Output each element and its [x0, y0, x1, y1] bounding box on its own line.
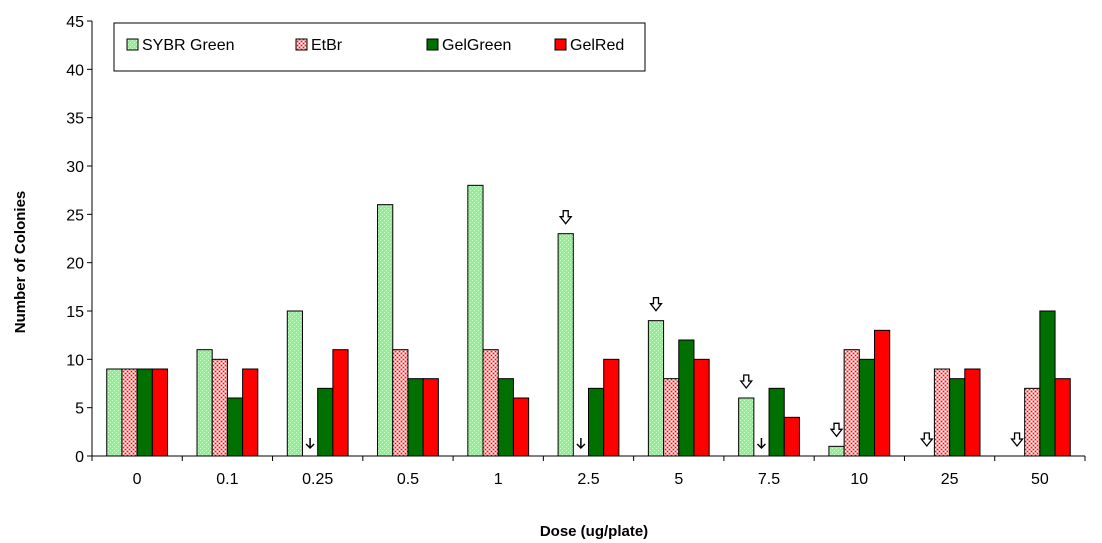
legend-item-sybr-green: SYBR Green — [126, 37, 234, 54]
bar-gelred-10 — [874, 329, 891, 457]
x-tick-label: 25 — [941, 471, 959, 488]
down-arrow-marker — [305, 438, 315, 450]
bar-gelgreen-0-25 — [317, 387, 334, 457]
hollow-down-arrow-marker — [1010, 432, 1024, 448]
legend: SYBR Green EtBr GelGreen GelRed — [113, 22, 646, 72]
bar-gelgreen-0 — [136, 368, 153, 457]
hollow-down-arrow-marker — [558, 210, 573, 225]
bar-etbr-50 — [1024, 387, 1041, 457]
bar-gelred-25 — [964, 368, 981, 457]
bar-gelred-0-5 — [422, 378, 439, 457]
bar-gelgreen-10 — [858, 358, 876, 457]
x-tick-label: 2.5 — [577, 471, 599, 488]
legend-label: GelGreen — [442, 37, 511, 54]
bar-gelgreen-7-5 — [768, 387, 785, 457]
bar-etbr-1 — [482, 349, 499, 457]
y-tick-label: 15 — [66, 304, 84, 321]
bar-sybr-green-7-5 — [738, 397, 755, 457]
bar-sybr-green-1 — [467, 184, 484, 457]
x-tick-label: 10 — [850, 471, 868, 488]
x-tick-label: 0.1 — [216, 471, 238, 488]
bar-etbr-0-5 — [392, 349, 409, 457]
hollow-down-arrow-marker — [649, 297, 663, 312]
bar-gelgreen-5 — [678, 339, 695, 457]
x-tick-label: 0.5 — [397, 471, 419, 488]
bar-sybr-green-2-5 — [557, 233, 574, 457]
bar-gelred-0 — [151, 368, 169, 457]
bar-etbr-25 — [933, 368, 951, 457]
bar-etbr-5 — [663, 378, 680, 457]
bar-sybr-green-0-5 — [377, 204, 394, 457]
bar-etbr-10 — [843, 349, 860, 457]
y-tick-label: 45 — [66, 14, 84, 31]
y-tick-label: 25 — [66, 207, 84, 224]
bar-etbr-0 — [121, 368, 138, 457]
bar-gelred-7-5 — [783, 416, 800, 457]
legend-item-gelgreen: GelGreen — [426, 37, 511, 54]
y-tick-label: 35 — [66, 111, 84, 128]
y-tick-label: 5 — [75, 401, 84, 418]
y-tick-label: 20 — [66, 256, 84, 273]
bar-gelgreen-1 — [497, 378, 514, 457]
legend-swatch — [426, 38, 439, 51]
bar-gelred-50 — [1054, 378, 1071, 457]
x-tick-label: 1 — [494, 471, 503, 488]
down-arrow-marker — [576, 438, 586, 450]
x-tick-label: 50 — [1031, 471, 1049, 488]
hollow-down-arrow-marker — [829, 422, 844, 438]
bar-gelred-5 — [693, 358, 710, 457]
x-tick-label: 7.5 — [758, 471, 780, 488]
legend-swatch — [554, 38, 567, 51]
bar-sybr-green-0 — [106, 368, 123, 457]
x-axis: 0 0.1 0.25 0.5 1 2.5 5 7.5 10 25 50 — [87, 455, 1086, 488]
bar-sybr-green-10 — [828, 445, 845, 457]
bar-gelred-0-25 — [332, 349, 349, 457]
hollow-down-arrow-marker — [739, 374, 754, 390]
bar-gelgreen-0-1 — [226, 397, 244, 457]
bar-gelred-1 — [512, 397, 530, 457]
legend-label: SYBR Green — [142, 37, 234, 54]
bar-gelgreen-50 — [1039, 310, 1056, 457]
hollow-down-arrow-marker — [919, 432, 934, 448]
legend-swatch — [126, 38, 139, 51]
y-axis: 0 5 10 15 20 25 30 35 40 45 — [66, 14, 93, 466]
y-axis-title: Number of Colonies — [12, 191, 29, 334]
bar-gelgreen-0-5 — [407, 378, 424, 457]
bar-gelgreen-2-5 — [588, 387, 605, 457]
bar-gelred-0-1 — [242, 368, 259, 457]
down-arrow-marker — [756, 438, 766, 450]
annotations-layer — [305, 210, 1024, 450]
legend-item-gelred: GelRed — [554, 37, 624, 54]
y-tick-label: 0 — [75, 449, 84, 466]
bar-etbr-0-1 — [211, 358, 228, 457]
x-tick-label: 0.25 — [302, 471, 333, 488]
bar-sybr-green-0-1 — [196, 349, 213, 457]
legend-label: GelRed — [570, 37, 624, 54]
x-axis-title: Dose (ug/plate) — [540, 523, 648, 540]
y-tick-label: 30 — [66, 159, 84, 176]
bar-gelgreen-25 — [949, 378, 966, 457]
x-tick-label: 5 — [674, 471, 683, 488]
x-tick-label: 0 — [133, 471, 142, 488]
y-tick-label: 10 — [66, 352, 84, 369]
bars-layer — [106, 184, 1071, 457]
legend-swatch — [295, 38, 308, 51]
legend-label: EtBr — [311, 37, 343, 54]
bar-sybr-green-0-25 — [286, 310, 303, 457]
bar-gelred-2-5 — [603, 358, 620, 457]
bar-sybr-green-5 — [647, 320, 665, 457]
y-tick-label: 40 — [66, 62, 84, 79]
legend-item-etbr: EtBr — [295, 37, 343, 54]
